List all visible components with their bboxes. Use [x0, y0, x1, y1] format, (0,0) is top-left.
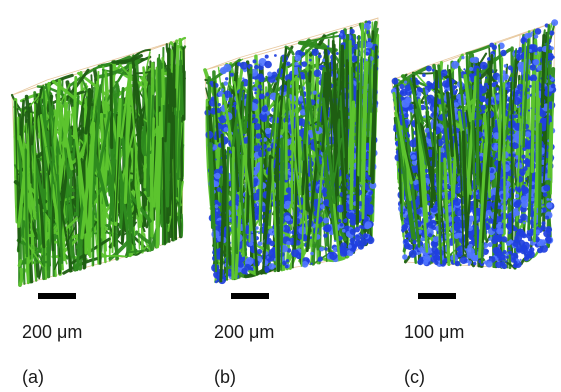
- panel-b-rendering: [203, 17, 380, 285]
- scale-bar-c: [418, 293, 456, 299]
- panel-label-b: (b): [214, 367, 236, 387]
- panel-a-rendering: [10, 36, 187, 287]
- scale-label-c: 100 μm: [404, 322, 465, 342]
- scale-bar-b: [231, 293, 269, 299]
- panel-label-c: (c): [404, 367, 425, 387]
- panel-label-a: (a): [22, 367, 44, 387]
- micro-ct-renderings: [10, 17, 559, 287]
- scale-bar-a: [38, 293, 76, 299]
- scale-label-b: 200 μm: [214, 322, 275, 342]
- scale-label-a: 200 μm: [22, 322, 83, 342]
- panel-c-rendering: [390, 19, 559, 270]
